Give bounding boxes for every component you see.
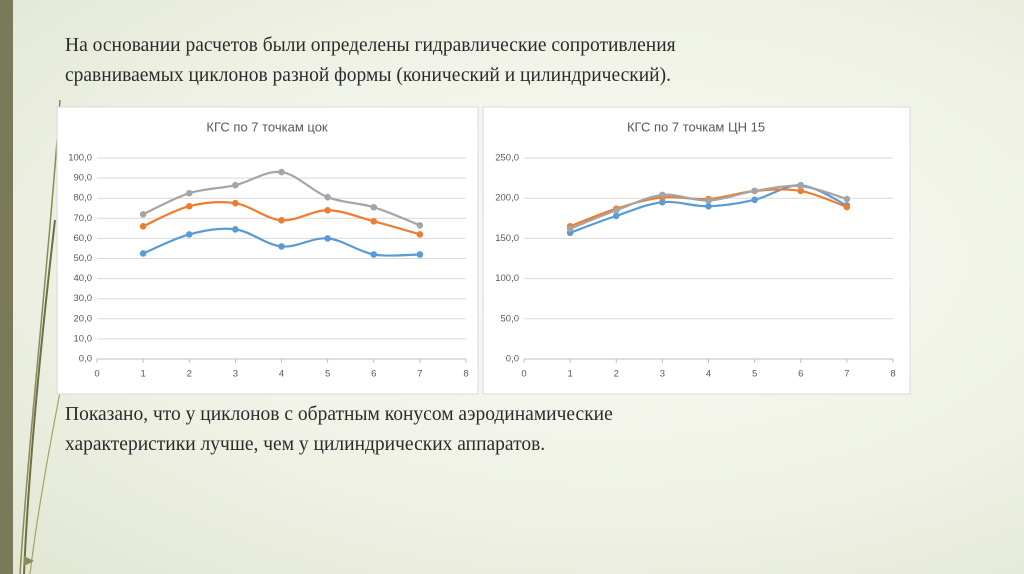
- y-tick-label: 100,0: [68, 153, 92, 164]
- chart-area: [56, 106, 479, 395]
- y-tick-label: 70,0: [74, 213, 93, 224]
- data-point: [705, 202, 712, 210]
- data-point: [843, 195, 851, 203]
- decor-line: [23, 219, 56, 574]
- x-tick-label: 1: [140, 369, 145, 380]
- x-tick-label: 8: [463, 369, 468, 380]
- x-tick-label: 5: [752, 369, 757, 380]
- conclusion: Показано, что у циклонов с обратным кону…: [65, 400, 613, 460]
- y-tick-label: 20,0: [74, 313, 93, 324]
- x-tick-label: 5: [325, 369, 330, 380]
- data-point: [232, 181, 239, 189]
- data-point: [278, 217, 285, 224]
- x-tick-label: 4: [706, 369, 711, 380]
- x-tick-label: 3: [233, 369, 238, 380]
- data-point: [139, 223, 147, 230]
- data-point: [659, 191, 666, 199]
- data-point: [751, 196, 758, 204]
- y-tick-label: 50,0: [74, 253, 93, 264]
- y-tick-label: 0,0: [79, 354, 92, 365]
- y-tick-label: 40,0: [74, 273, 93, 284]
- x-tick-label: 7: [844, 369, 849, 380]
- data-point: [416, 231, 424, 238]
- data-point: [139, 250, 147, 257]
- data-point: [232, 226, 239, 233]
- y-tick-label: 100,0: [495, 273, 519, 284]
- data-point: [843, 203, 851, 211]
- data-point: [324, 193, 331, 201]
- data-point: [185, 202, 193, 210]
- heading-line: На основании расчетов были определены ги…: [65, 35, 676, 56]
- x-tick-label: 4: [279, 369, 284, 380]
- data-point: [324, 235, 331, 242]
- x-tick-label: 6: [798, 369, 803, 380]
- x-tick-label: 0: [94, 369, 99, 380]
- data-point: [659, 198, 666, 206]
- data-point: [612, 212, 620, 220]
- data-point: [705, 197, 712, 204]
- data-point: [416, 222, 424, 229]
- x-tick-label: 7: [417, 369, 422, 380]
- chart-title: КГС по 7 точкам цок: [206, 119, 328, 134]
- y-tick-label: 200,0: [495, 193, 519, 204]
- data-point: [370, 203, 378, 211]
- x-tick-label: 8: [890, 369, 895, 380]
- data-point: [324, 206, 331, 214]
- data-point: [751, 187, 758, 195]
- y-tick-label: 0,0: [506, 354, 519, 365]
- data-point: [370, 251, 378, 258]
- data-point: [416, 251, 424, 258]
- data-point: [370, 218, 378, 225]
- x-tick-label: 0: [521, 369, 526, 380]
- data-point: [278, 168, 285, 176]
- chart-title: КГС по 7 точкам ЦН 15: [627, 119, 765, 134]
- y-tick-label: 60,0: [74, 233, 93, 244]
- chart-area: [482, 106, 911, 395]
- side-strip: [0, 0, 13, 574]
- data-point: [566, 225, 574, 233]
- x-tick-label: 2: [614, 369, 619, 380]
- data-point: [232, 199, 239, 207]
- data-point: [278, 243, 285, 250]
- heading-line: сравниваемых циклонов разной формы (кони…: [65, 65, 671, 86]
- conclusion-line: характеристики лучше, чем у цилиндрическ…: [65, 434, 546, 455]
- y-tick-label: 90,0: [74, 173, 93, 184]
- x-tick-label: 2: [187, 369, 192, 380]
- x-tick-label: 3: [660, 369, 665, 380]
- y-tick-label: 80,0: [74, 193, 93, 204]
- data-point: [139, 210, 147, 218]
- decor-line: [19, 99, 61, 574]
- y-tick-label: 150,0: [495, 233, 519, 244]
- y-tick-label: 10,0: [74, 333, 93, 344]
- x-tick-label: 6: [371, 369, 376, 380]
- y-tick-label: 250,0: [495, 153, 519, 164]
- bullet: [24, 556, 34, 566]
- y-tick-label: 50,0: [501, 313, 520, 324]
- data-point: [797, 182, 805, 190]
- heading: На основании расчетов были определены ги…: [65, 31, 676, 91]
- data-point: [185, 189, 193, 197]
- data-point: [797, 187, 805, 195]
- data-point: [185, 231, 193, 238]
- data-point: [612, 206, 620, 214]
- conclusion-line: Показано, что у циклонов с обратным кону…: [65, 404, 613, 425]
- x-tick-label: 1: [567, 369, 572, 380]
- y-tick-label: 30,0: [74, 293, 93, 304]
